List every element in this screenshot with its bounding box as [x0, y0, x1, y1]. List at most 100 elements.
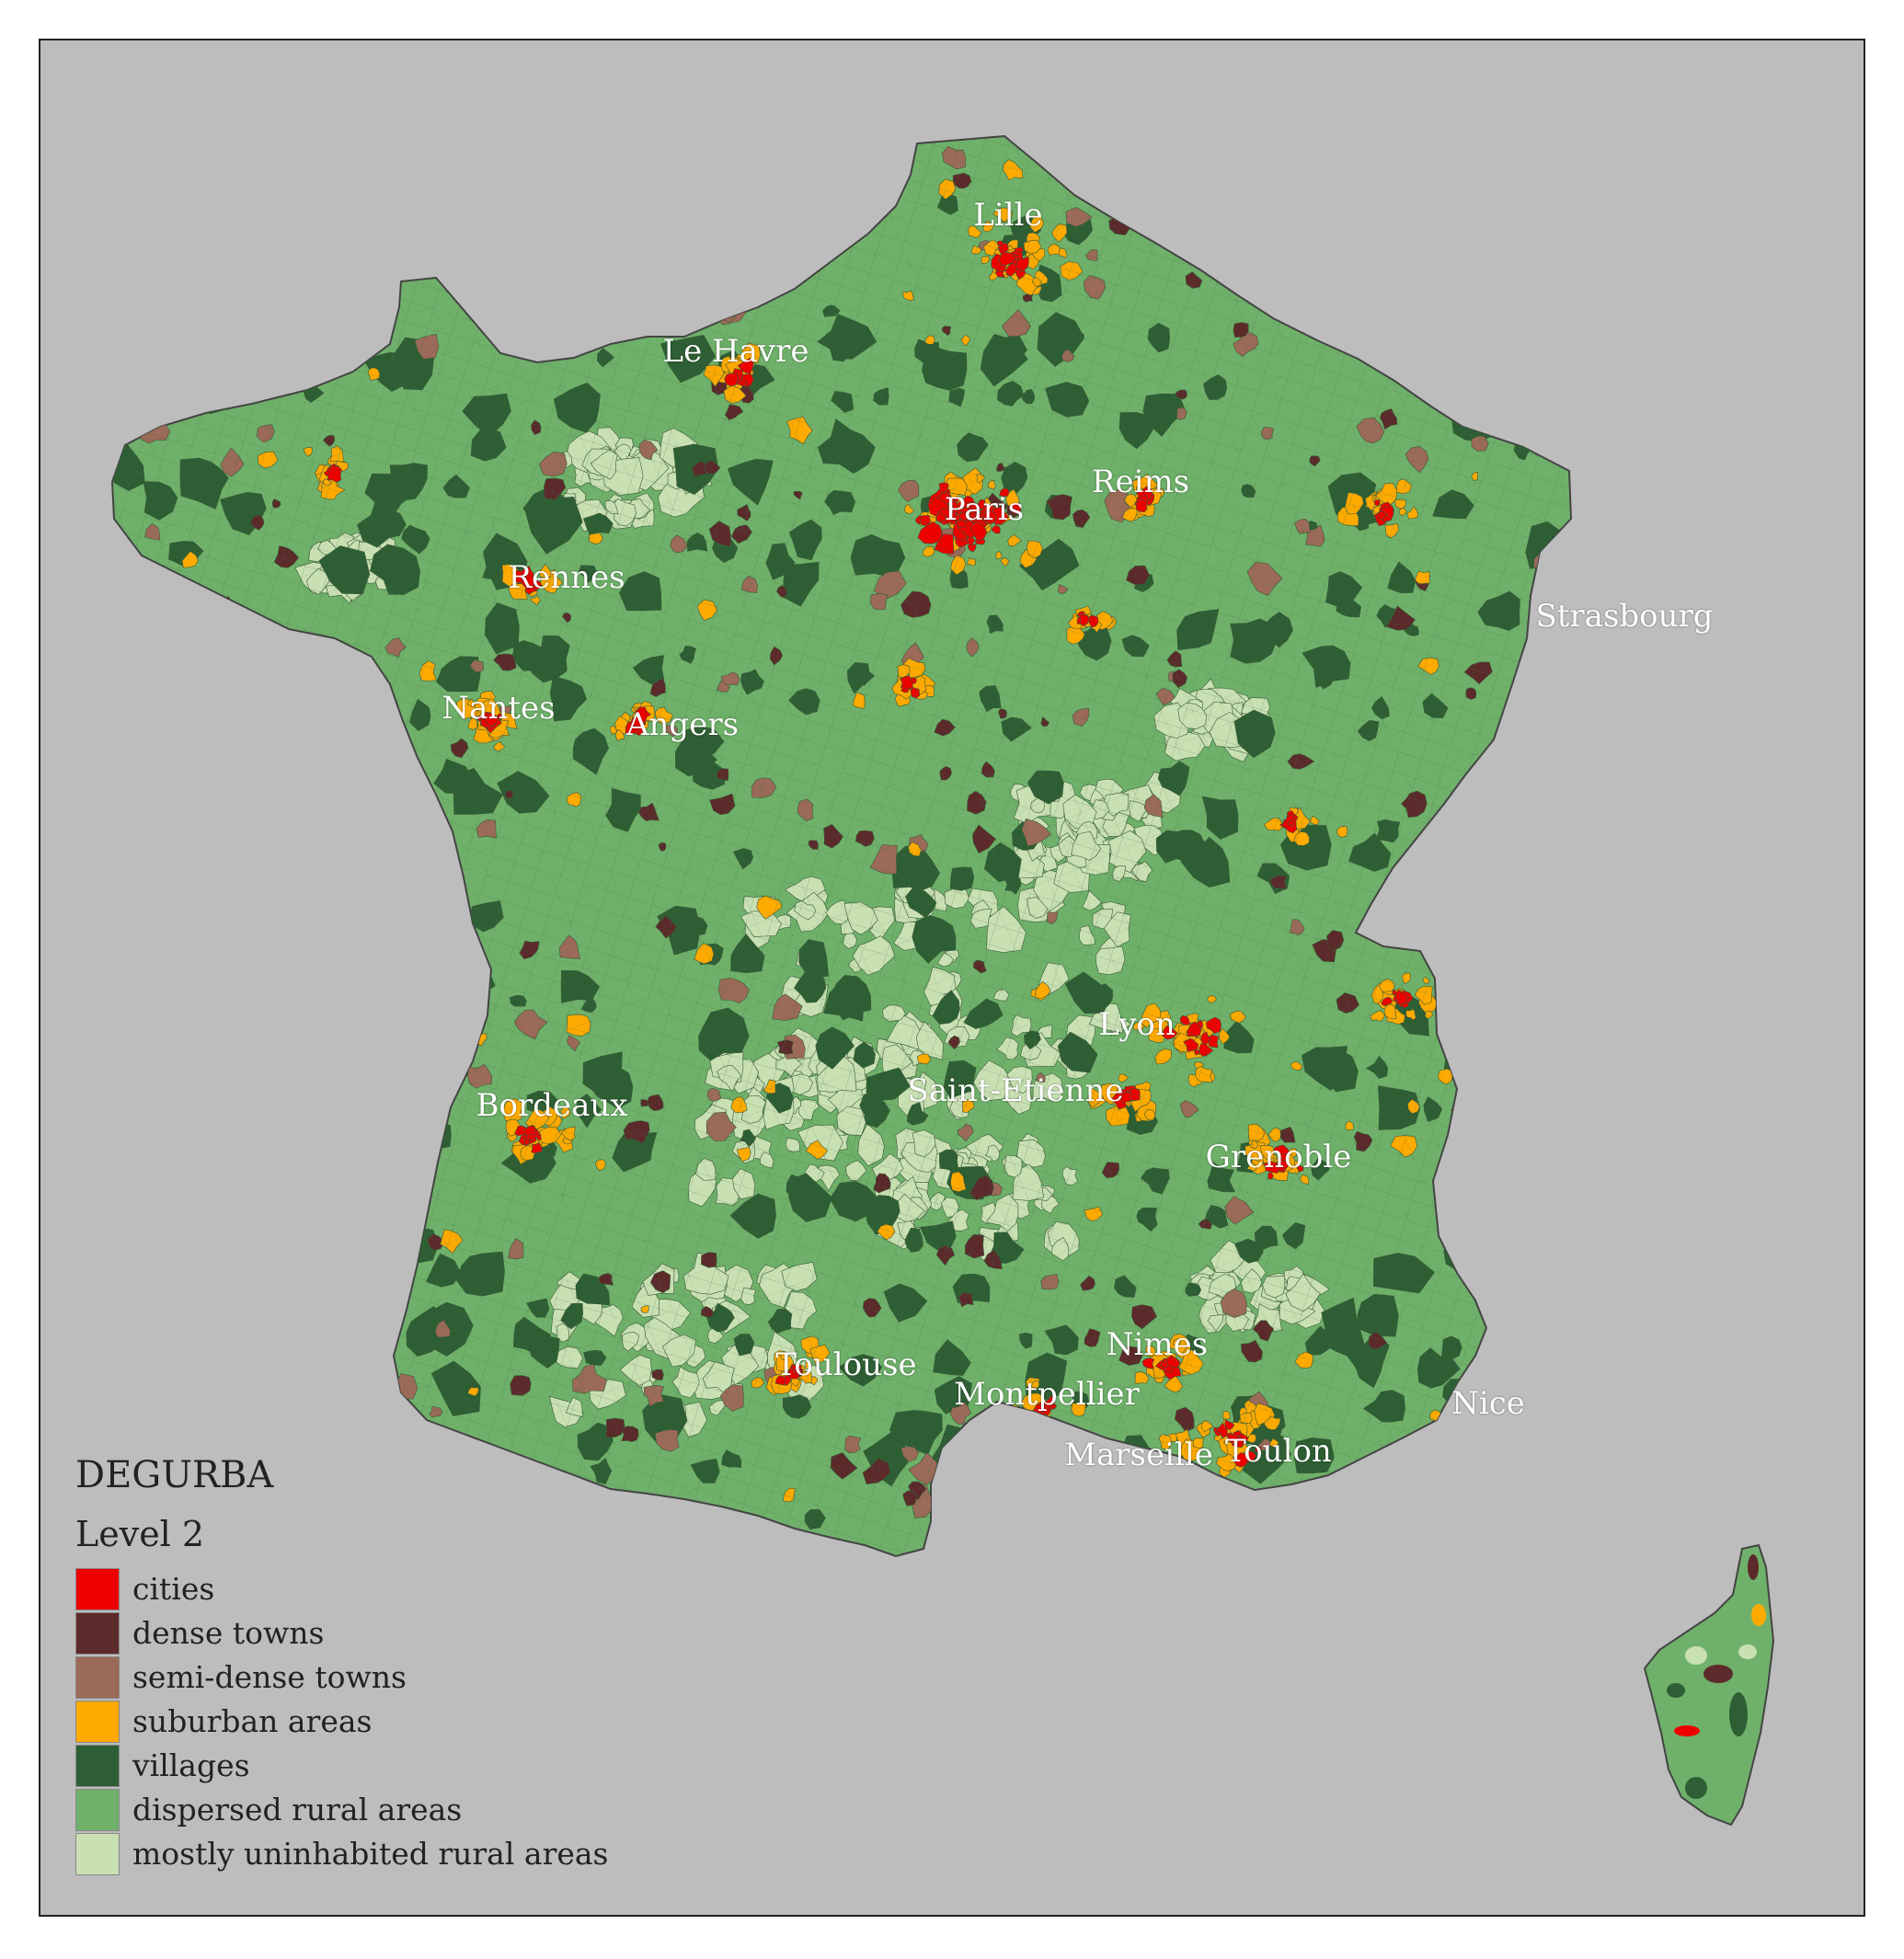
degurba-patch: [1344, 207, 1386, 254]
degurba-patch: [1010, 1430, 1027, 1451]
city-label-toulouse: Toulouse: [775, 1346, 917, 1383]
degurba-patch: [201, 1137, 222, 1161]
corsica: [1643, 1543, 1775, 1827]
degurba-patch: [1413, 1431, 1432, 1449]
degurba-patch: [1432, 359, 1482, 406]
degurba-patch: [1446, 838, 1491, 886]
degurba-patch: [1479, 1158, 1504, 1185]
degurba-patch: [636, 287, 653, 308]
degurba-patch: [153, 952, 200, 996]
degurba-patch: [125, 1035, 139, 1052]
map-frame: Lille Le Havre Reims Paris Rennes Strasb…: [39, 39, 1865, 1917]
degurba-patch: [1489, 229, 1524, 261]
degurba-patch: [307, 1317, 328, 1339]
degurba-patch: [232, 895, 242, 906]
degurba-patch: [132, 684, 150, 704]
degurba-patch: [1130, 162, 1169, 202]
legend-swatch: [75, 1701, 120, 1743]
city-label-rennes: Rennes: [508, 559, 625, 596]
degurba-patch: [365, 279, 386, 298]
degurba-patch: [1456, 975, 1486, 1007]
degurba-patch: [467, 202, 490, 230]
degurba-patch: [1529, 799, 1571, 852]
degurba-patch: [1018, 1495, 1044, 1520]
degurba-patch: [746, 175, 775, 200]
degurba-patch: [327, 1317, 354, 1348]
degurba-patch: [124, 659, 149, 688]
degurba-patch: [364, 172, 399, 217]
degurba-patch: [143, 1033, 182, 1071]
degurba-patch: [1536, 729, 1554, 748]
degurba-patch: [1341, 200, 1370, 226]
legend-items: cities dense towns semi-dense towns suburba…: [75, 1567, 608, 1876]
degurba-patch: [273, 143, 293, 164]
degurba-patch: [1093, 1490, 1134, 1529]
degurba-patch: [1448, 1484, 1466, 1502]
degurba-patch: [145, 341, 156, 352]
degurba-patch: [337, 1275, 360, 1296]
city-label-nimes: Nimes: [1106, 1326, 1209, 1363]
legend-swatch: [75, 1745, 120, 1787]
degurba-patch: [1541, 728, 1557, 750]
degurba-patch: [165, 893, 214, 943]
city-label-lille: Lille: [973, 197, 1043, 234]
degurba-patch: [434, 223, 455, 243]
degurba-patch: [422, 947, 436, 960]
degurba-patch: [175, 731, 216, 771]
degurba-patch: [368, 1295, 397, 1324]
degurba-patch: [312, 178, 336, 200]
degurba-patch: [241, 753, 258, 777]
legend-label: villages: [132, 1747, 250, 1783]
degurba-patch: [211, 727, 231, 749]
city-label-marseille: Marseille: [1064, 1437, 1213, 1473]
degurba-patch: [1528, 1098, 1549, 1118]
degurba-patch: [258, 1150, 275, 1173]
degurba-patch: [682, 297, 709, 326]
degurba-patch: [1543, 734, 1560, 750]
legend-subtitle: Level 2: [75, 1514, 205, 1554]
degurba-patch: [259, 1390, 286, 1416]
degurba-patch: [130, 636, 147, 651]
degurba-patch: [132, 1346, 152, 1369]
degurba-patch: [1532, 255, 1571, 301]
legend-title: DEGURBA: [75, 1454, 274, 1496]
degurba-patch: [1128, 1489, 1178, 1550]
legend-label: suburban areas: [132, 1703, 373, 1739]
degurba-patch: [1465, 1423, 1491, 1445]
degurba-patch: [1477, 1426, 1487, 1437]
degurba-patch: [1330, 1478, 1350, 1496]
legend-swatch: [75, 1612, 120, 1655]
degurba-patch: [1200, 1499, 1247, 1550]
degurba-patch: [252, 823, 284, 857]
degurba-patch: [231, 1068, 248, 1083]
legend-item: villages: [75, 1744, 608, 1788]
degurba-patch: [1341, 1490, 1358, 1502]
degurba-patch: [345, 1083, 373, 1112]
degurba-patch: [1388, 224, 1422, 255]
degurba-patch: [270, 655, 292, 681]
degurba-patch: [256, 1220, 270, 1233]
city-label-strasbourg: Strasbourg: [1535, 598, 1714, 635]
degurba-patch: [1528, 1293, 1552, 1316]
degurba-patch: [474, 294, 500, 324]
degurba-patch: [1541, 1352, 1571, 1387]
degurba-patch: [449, 218, 471, 248]
degurba-patch: [1533, 728, 1547, 742]
degurba-patch: [226, 1023, 238, 1035]
degurba-patch: [1498, 174, 1532, 212]
degurba-patch: [670, 136, 730, 178]
degurba-patch: [150, 991, 193, 1033]
degurba-patch: [361, 950, 382, 978]
degurba-patch: [1538, 416, 1560, 437]
degurba-patch: [273, 885, 300, 911]
degurba-patch: [777, 172, 808, 201]
degurba-patch: [717, 204, 740, 233]
degurba-patch: [225, 676, 262, 713]
degurba-patch: [175, 615, 191, 631]
degurba-patch: [1268, 1512, 1280, 1523]
city-label-toulon: Toulon: [1225, 1433, 1332, 1470]
degurba-patch: [1531, 1013, 1571, 1051]
degurba-patch: [1022, 1417, 1038, 1436]
degurba-patch: [441, 901, 466, 932]
legend-swatch: [75, 1833, 120, 1875]
